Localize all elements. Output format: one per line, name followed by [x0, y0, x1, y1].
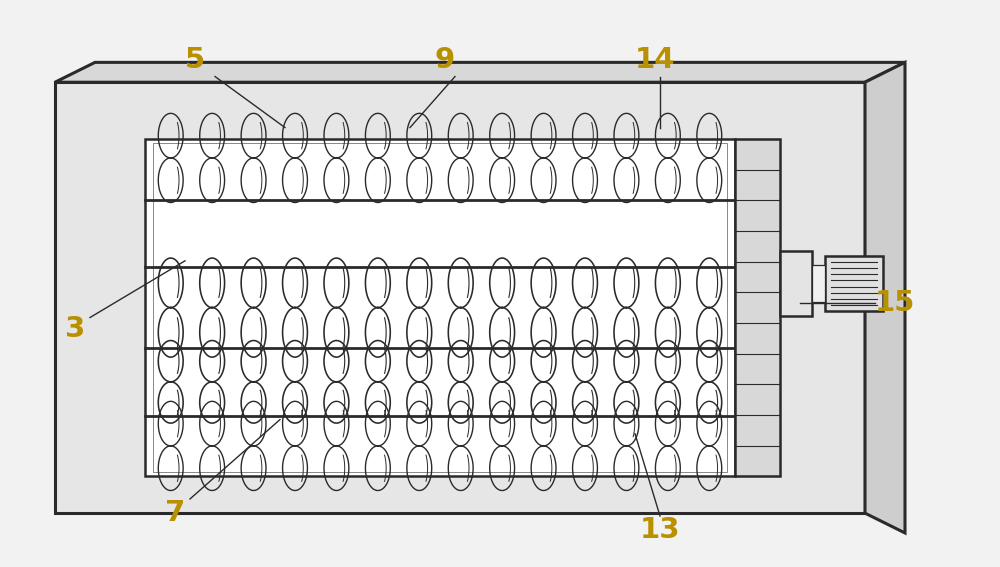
- Bar: [153, 143, 727, 472]
- Text: 14: 14: [635, 45, 675, 74]
- Polygon shape: [55, 62, 905, 82]
- Bar: [55, 82, 865, 513]
- Text: 3: 3: [65, 315, 85, 343]
- Text: 9: 9: [435, 45, 455, 74]
- Text: 7: 7: [165, 499, 185, 527]
- Bar: [825, 256, 883, 311]
- Bar: [780, 251, 812, 316]
- Text: 5: 5: [185, 45, 205, 74]
- Text: 13: 13: [640, 516, 680, 544]
- Polygon shape: [865, 62, 905, 533]
- Bar: [145, 139, 735, 476]
- Bar: [812, 265, 825, 302]
- Text: 15: 15: [875, 289, 915, 318]
- Bar: [735, 139, 780, 476]
